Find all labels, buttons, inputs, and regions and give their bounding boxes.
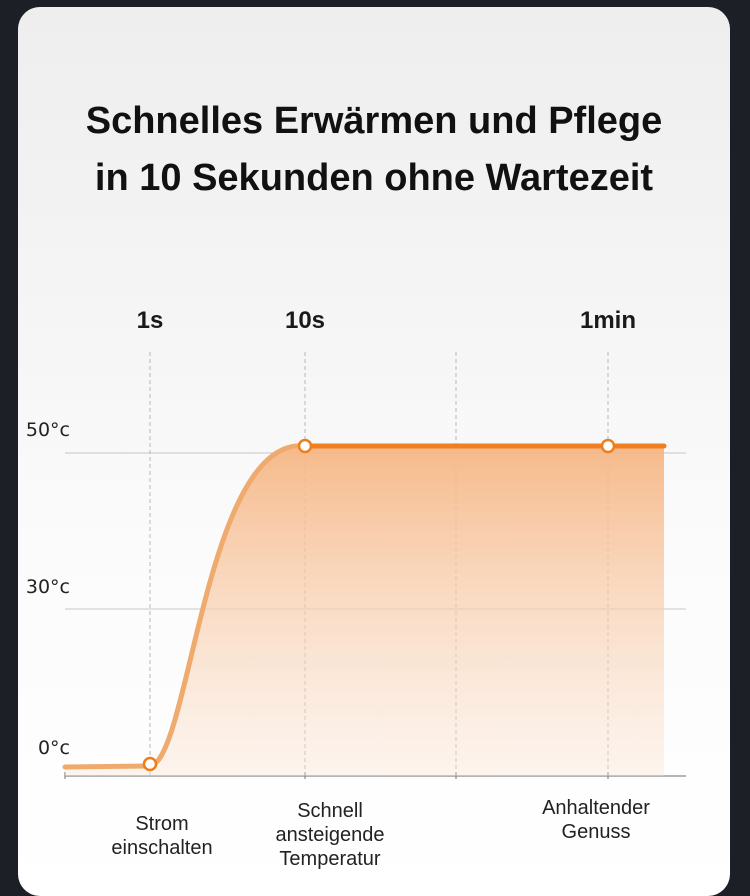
data-point-1s (142, 756, 158, 772)
x-annotation-line: Temperatur (279, 848, 381, 870)
x-annotation-0: Strom einschalten (82, 812, 242, 860)
data-point-1min (600, 438, 616, 454)
headline-line-2: in 10 Sekunden ohne Wartezeit (94, 157, 654, 199)
x-annotation-line: einschalten (111, 837, 213, 859)
x-annotation-2: Anhaltender Genuss (516, 796, 676, 844)
headline: Schnelles Erwärmen und Pflege in 10 Seku… (18, 93, 730, 207)
y-tick-1: 30°c (26, 576, 70, 598)
y-tick-2: 50°c (26, 419, 70, 441)
headline-line-1: Schnelles Erwärmen und Pflege (85, 100, 663, 142)
temperature-area (65, 445, 664, 776)
x-annotation-line: Anhaltender (542, 797, 650, 819)
x-annotation-line: Strom (135, 813, 189, 835)
rising-curve (62, 443, 308, 770)
x-annotation-line: Schnell (297, 800, 363, 822)
time-marker-1min: 1min (580, 307, 636, 334)
x-annotation-line: ansteigende (275, 824, 385, 846)
time-marker-10s: 10s (285, 307, 325, 334)
x-annotation-1: Schnell ansteigende Temperatur (250, 799, 410, 871)
y-tick-0: 0°c (38, 737, 70, 759)
time-marker-1s: 1s (137, 307, 164, 334)
data-point-10s (297, 438, 313, 454)
x-annotation-line: Genuss (561, 821, 631, 843)
